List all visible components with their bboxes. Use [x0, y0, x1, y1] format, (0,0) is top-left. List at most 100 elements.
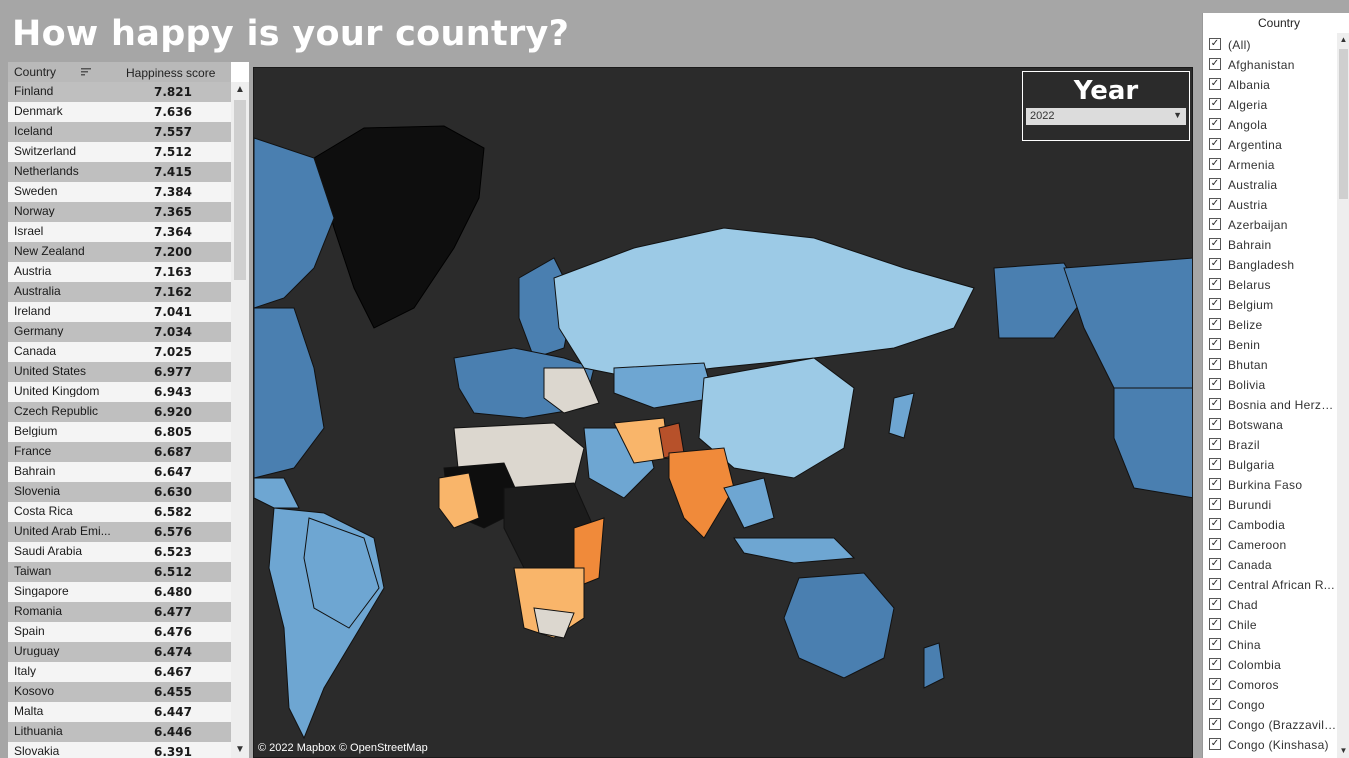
checkbox-checked-icon[interactable]: ✓	[1209, 218, 1221, 230]
table-scrollbar[interactable]: ▲ ▼	[231, 82, 249, 758]
filter-item[interactable]: ✓ Colombia	[1209, 655, 1337, 675]
filter-item[interactable]: ✓ (All)	[1209, 35, 1337, 55]
checkbox-checked-icon[interactable]: ✓	[1209, 438, 1221, 450]
filter-item[interactable]: ✓ Canada	[1209, 555, 1337, 575]
map-canvas[interactable]	[254, 68, 1193, 758]
map-region-usa[interactable]	[254, 307, 325, 479]
table-row[interactable]: Norway 7.365	[8, 202, 231, 222]
filter-item[interactable]: ✓ Comoros	[1209, 675, 1337, 695]
column-header-country[interactable]: Country	[14, 65, 57, 79]
filter-item[interactable]: ✓ Armenia	[1209, 155, 1337, 175]
filter-item[interactable]: ✓ Argentina	[1209, 135, 1337, 155]
table-row[interactable]: Denmark 7.636	[8, 102, 231, 122]
scroll-thumb[interactable]	[234, 100, 246, 280]
table-row[interactable]: Uruguay 6.474	[8, 642, 231, 662]
map-region-brazil[interactable]	[303, 517, 380, 629]
table-row[interactable]: New Zealand 7.200	[8, 242, 231, 262]
checkbox-checked-icon[interactable]: ✓	[1209, 238, 1221, 250]
checkbox-checked-icon[interactable]: ✓	[1209, 298, 1221, 310]
filter-item[interactable]: ✓ Benin	[1209, 335, 1337, 355]
scroll-up-icon[interactable]: ▲	[1339, 35, 1348, 44]
table-row[interactable]: Taiwan 6.512	[8, 562, 231, 582]
map-region-southeast-asia[interactable]	[723, 477, 775, 529]
filter-item[interactable]: ✓ Belgium	[1209, 295, 1337, 315]
table-row[interactable]: Netherlands 7.415	[8, 162, 231, 182]
checkbox-checked-icon[interactable]: ✓	[1209, 558, 1221, 570]
map-region-indonesia[interactable]	[733, 537, 856, 564]
scroll-down-icon[interactable]: ▼	[1339, 746, 1348, 755]
filter-item[interactable]: ✓ Bhutan	[1209, 355, 1337, 375]
filter-item[interactable]: ✓ Bahrain	[1209, 235, 1337, 255]
checkbox-checked-icon[interactable]: ✓	[1209, 358, 1221, 370]
filter-item[interactable]: ✓ Bolivia	[1209, 375, 1337, 395]
map-region-alaska[interactable]	[993, 262, 1085, 339]
checkbox-checked-icon[interactable]: ✓	[1209, 378, 1221, 390]
filter-item[interactable]: ✓ Albania	[1209, 75, 1337, 95]
filter-item[interactable]: ✓ Australia	[1209, 175, 1337, 195]
filter-item[interactable]: ✓ Belarus	[1209, 275, 1337, 295]
filter-item[interactable]: ✓ Afghanistan	[1209, 55, 1337, 75]
filter-item[interactable]: ✓ Congo (Kinshasa)	[1209, 735, 1337, 755]
table-row[interactable]: Switzerland 7.512	[8, 142, 231, 162]
world-map[interactable]: Year 2022 ▼ © 2022 Mapbox © OpenStreetMa…	[253, 67, 1193, 758]
map-region-japan[interactable]	[888, 392, 915, 439]
filter-item[interactable]: ✓ Cameroon	[1209, 535, 1337, 555]
table-row[interactable]: Slovakia 6.391	[8, 742, 231, 758]
filter-item[interactable]: ✓ Cambodia	[1209, 515, 1337, 535]
column-header-score[interactable]: Happiness score	[126, 66, 216, 80]
filter-item[interactable]: ✓ Brazil	[1209, 435, 1337, 455]
checkbox-checked-icon[interactable]: ✓	[1209, 178, 1221, 190]
filter-item[interactable]: ✓ China	[1209, 635, 1337, 655]
filter-scrollbar[interactable]: ▲ ▼	[1337, 33, 1349, 758]
table-row[interactable]: Kosovo 6.455	[8, 682, 231, 702]
filter-item[interactable]: ✓ Bangladesh	[1209, 255, 1337, 275]
table-row[interactable]: United States 6.977	[8, 362, 231, 382]
table-row[interactable]: Finland 7.821	[8, 82, 231, 102]
checkbox-checked-icon[interactable]: ✓	[1209, 318, 1221, 330]
checkbox-checked-icon[interactable]: ✓	[1209, 538, 1221, 550]
scroll-up-icon[interactable]: ▲	[235, 84, 245, 95]
checkbox-checked-icon[interactable]: ✓	[1209, 278, 1221, 290]
map-region-greenland[interactable]	[313, 125, 485, 329]
map-region-canada-east[interactable]	[1063, 257, 1193, 389]
filter-item[interactable]: ✓ Burundi	[1209, 495, 1337, 515]
checkbox-checked-icon[interactable]: ✓	[1209, 258, 1221, 270]
map-region-china[interactable]	[698, 357, 855, 479]
checkbox-checked-icon[interactable]: ✓	[1209, 578, 1221, 590]
table-row[interactable]: Saudi Arabia 6.523	[8, 542, 231, 562]
table-row[interactable]: Costa Rica 6.582	[8, 502, 231, 522]
table-row[interactable]: Lithuania 6.446	[8, 722, 231, 742]
checkbox-checked-icon[interactable]: ✓	[1209, 398, 1221, 410]
filter-item[interactable]: ✓ Botswana	[1209, 415, 1337, 435]
table-row[interactable]: France 6.687	[8, 442, 231, 462]
filter-item[interactable]: ✓ Angola	[1209, 115, 1337, 135]
checkbox-checked-icon[interactable]: ✓	[1209, 638, 1221, 650]
table-row[interactable]: Romania 6.477	[8, 602, 231, 622]
table-row[interactable]: Israel 7.364	[8, 222, 231, 242]
map-region-new-zealand[interactable]	[923, 642, 945, 689]
checkbox-checked-icon[interactable]: ✓	[1209, 98, 1221, 110]
scroll-thumb[interactable]	[1339, 49, 1348, 199]
sort-icon[interactable]	[80, 66, 92, 78]
map-region-south-africa[interactable]	[533, 607, 575, 639]
map-region-central-america[interactable]	[254, 477, 300, 509]
table-row[interactable]: Iceland 7.557	[8, 122, 231, 142]
map-region-central-asia[interactable]	[613, 362, 715, 409]
scroll-down-icon[interactable]: ▼	[235, 744, 245, 755]
table-row[interactable]: United Kingdom 6.943	[8, 382, 231, 402]
map-attribution[interactable]: © 2022 Mapbox © OpenStreetMap	[258, 742, 428, 754]
filter-item[interactable]: ✓ Algeria	[1209, 95, 1337, 115]
checkbox-checked-icon[interactable]: ✓	[1209, 678, 1221, 690]
table-row[interactable]: Sweden 7.384	[8, 182, 231, 202]
filter-item[interactable]: ✓ Burkina Faso	[1209, 475, 1337, 495]
chevron-down-icon[interactable]: ▼	[1173, 110, 1182, 120]
checkbox-checked-icon[interactable]: ✓	[1209, 338, 1221, 350]
table-row[interactable]: Belgium 6.805	[8, 422, 231, 442]
checkbox-checked-icon[interactable]: ✓	[1209, 738, 1221, 750]
filter-item[interactable]: ✓ Chad	[1209, 595, 1337, 615]
table-row[interactable]: Singapore 6.480	[8, 582, 231, 602]
checkbox-checked-icon[interactable]: ✓	[1209, 418, 1221, 430]
filter-item[interactable]: ✓ Azerbaijan	[1209, 215, 1337, 235]
filter-item[interactable]: ✓ Chile	[1209, 615, 1337, 635]
table-row[interactable]: Spain 6.476	[8, 622, 231, 642]
